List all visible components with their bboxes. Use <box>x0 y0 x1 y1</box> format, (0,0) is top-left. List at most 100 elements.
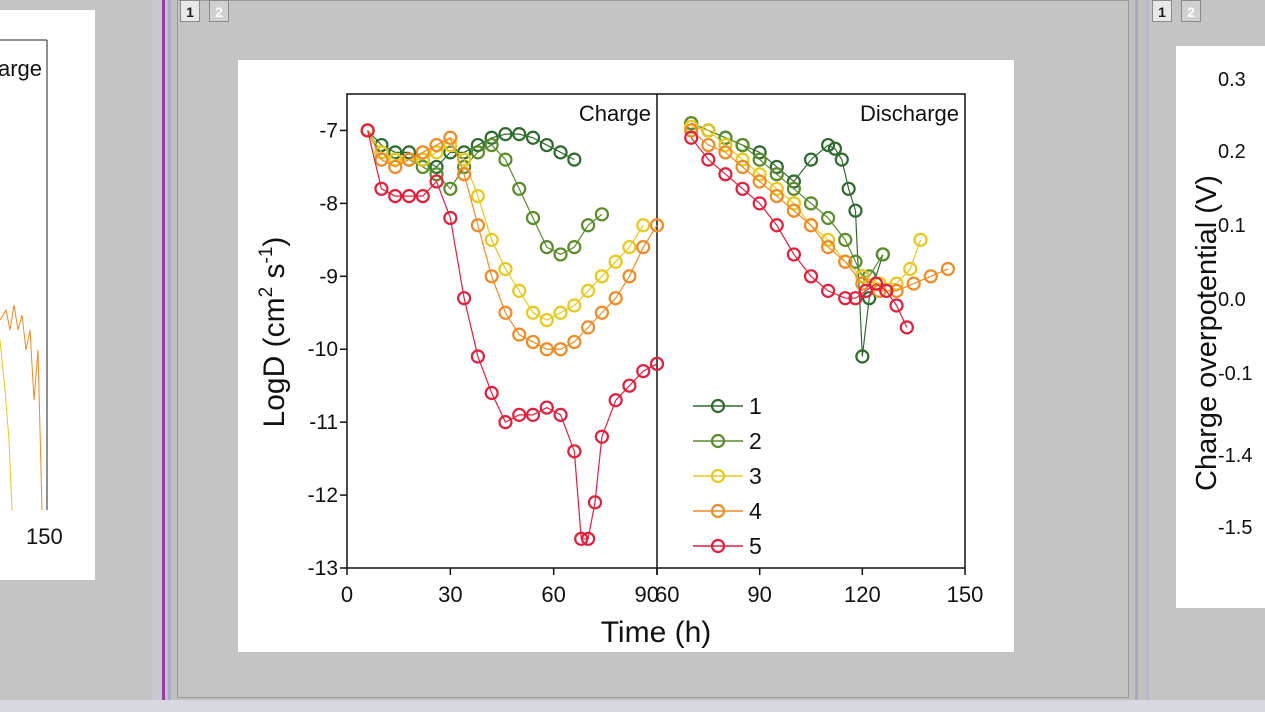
series-5-point <box>415 188 430 204</box>
series-1-point <box>388 145 403 160</box>
series-5-point <box>360 123 375 138</box>
series-5-point <box>608 393 623 408</box>
series-4-point <box>553 342 568 357</box>
series-5-point <box>388 188 403 204</box>
legend-marker-4 <box>710 503 726 519</box>
series-3-point <box>581 283 596 298</box>
right-tick-1: 0.2 <box>1218 141 1246 163</box>
series-2-point <box>594 207 609 222</box>
series-3-point <box>429 145 444 160</box>
series-4-point <box>470 218 485 233</box>
series-5-point <box>567 444 582 459</box>
series-5-point <box>769 218 784 233</box>
series-1-point <box>401 145 417 160</box>
series-1-point <box>553 145 568 160</box>
series-1-point <box>512 127 527 142</box>
series-2-point <box>539 240 554 255</box>
x-axis-title: Time (h) <box>601 616 712 649</box>
y-tick-label: -7 <box>319 119 338 142</box>
window-divider <box>162 0 165 712</box>
right-tick-3: 0.0 <box>1218 289 1246 311</box>
series-4-point <box>752 174 767 189</box>
right-tick-0: 0.3 <box>1218 69 1246 91</box>
series-2-point <box>786 181 801 196</box>
series-3-point <box>539 312 554 328</box>
legend-label-4: 4 <box>749 498 762 524</box>
series-5-point <box>553 407 568 422</box>
series-4-point <box>539 342 554 357</box>
series-1-point <box>862 291 877 306</box>
series-1-line-discharge <box>690 122 884 357</box>
legend-label-2: 2 <box>749 428 762 454</box>
right-layer-tab-2[interactable]: 2 <box>1181 0 1201 22</box>
series-3-point <box>415 152 430 167</box>
series-5-point <box>498 415 513 430</box>
series-1-point <box>457 145 472 160</box>
series-1-point <box>855 349 870 364</box>
series-4-point <box>567 334 582 350</box>
series-3-point <box>525 305 541 320</box>
panel-title-charge: Charge <box>579 101 651 126</box>
legend-label-1: 1 <box>749 393 762 419</box>
series-3-point <box>622 240 637 255</box>
series-4-point <box>718 145 733 160</box>
legend-label-3: 3 <box>749 463 762 489</box>
series-2-point <box>848 254 863 269</box>
left-legend-fragment: arge <box>0 56 42 81</box>
series-5-point <box>574 531 589 546</box>
series-3-point <box>498 261 513 277</box>
series-2-point <box>875 247 890 262</box>
series-5-point <box>484 385 499 401</box>
y-tick-label: -12 <box>308 484 338 507</box>
series-3-point <box>735 152 750 167</box>
series-4-line-charge <box>367 130 658 350</box>
series-3-point <box>636 218 651 233</box>
series-4-point <box>622 269 637 284</box>
right-tick-2: 0.1 <box>1218 215 1246 237</box>
series-4-point <box>512 327 527 342</box>
series-4-point <box>401 152 417 167</box>
layer-tab-1[interactable]: 1 <box>180 0 200 22</box>
series-3-point <box>913 232 928 247</box>
series-3-point <box>903 261 918 277</box>
series-4-point <box>786 203 801 218</box>
series-3-point <box>889 276 904 291</box>
x-tick-label: 150 <box>947 582 984 607</box>
left-plot-page: arge 150 <box>0 10 95 580</box>
series-5-point <box>587 495 603 510</box>
x-tick-label: 60 <box>655 582 679 607</box>
series-1-point <box>834 152 849 167</box>
series-4-point <box>457 167 472 182</box>
series-2-point <box>498 152 513 167</box>
series-2-point <box>484 137 499 153</box>
series-1-point <box>498 127 513 142</box>
series-4-point <box>684 123 699 138</box>
series-5-point <box>374 181 389 196</box>
splitter[interactable] <box>152 0 162 712</box>
series-5-point <box>821 283 836 298</box>
series-5-point <box>752 196 767 211</box>
right-layer-tab-1[interactable]: 1 <box>1152 0 1172 22</box>
series-2-point <box>803 196 819 211</box>
series-4-point <box>594 305 609 320</box>
layer-tab-2[interactable]: 2 <box>209 0 229 22</box>
series-1-point <box>827 141 843 156</box>
series-2-point <box>735 137 750 153</box>
legend-marker-2 <box>710 433 726 449</box>
series-2-point <box>752 152 767 167</box>
left-window: arge 150 <box>0 0 152 712</box>
series-2-point <box>429 167 444 182</box>
series-5-point <box>594 429 609 444</box>
y-axis-sup-2: 2 <box>256 287 277 298</box>
series-2-point <box>525 210 541 226</box>
series-4-point <box>443 130 458 145</box>
series-4-point <box>525 334 541 350</box>
legend-marker-5 <box>710 538 726 554</box>
left-plot-svg: arge 150 <box>0 39 63 549</box>
y-axis-close: ) <box>258 237 291 247</box>
series-1-point <box>429 159 444 175</box>
series-3-point <box>786 196 801 211</box>
series-5-point <box>868 276 884 291</box>
series-2-point <box>512 181 527 196</box>
